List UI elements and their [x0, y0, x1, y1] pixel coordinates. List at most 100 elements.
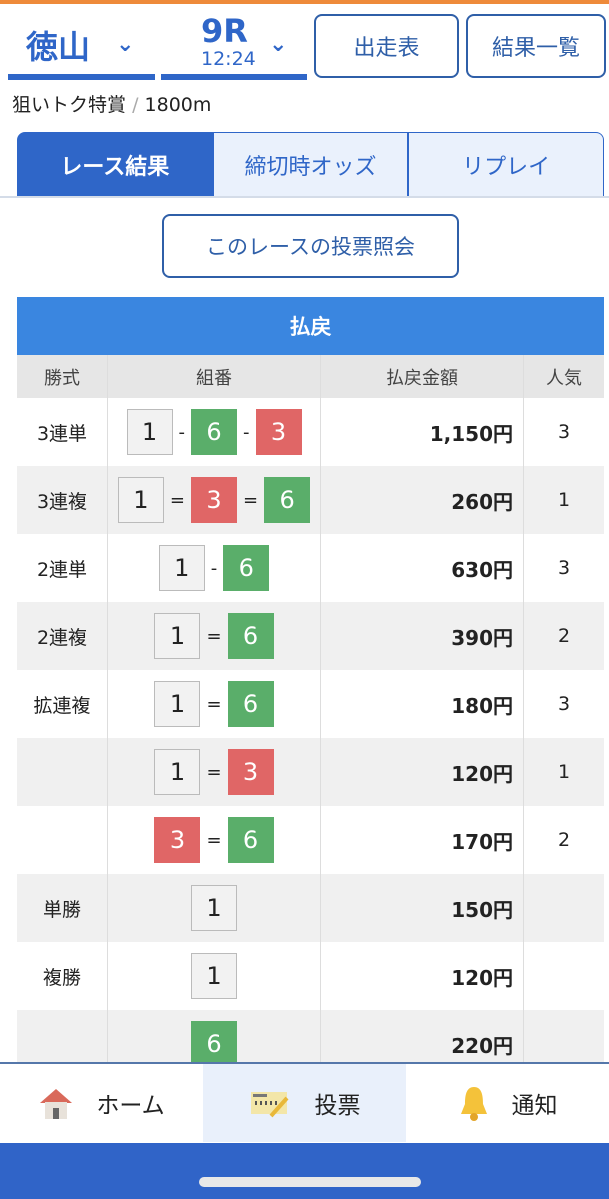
venue-selector[interactable]: 徳山 ⌄ [8, 10, 155, 80]
boat-number: 6 [227, 681, 274, 727]
popularity: 1 [557, 761, 571, 783]
table-row: 単勝 1 150円 [17, 874, 604, 942]
top-accent-bar [0, 0, 609, 4]
boat-number: 3 [191, 477, 237, 523]
combination: 1-6 [108, 534, 321, 602]
table-row: 1 = 3 120円 1 [17, 738, 604, 806]
boat-number: 3 [255, 409, 302, 455]
house-icon [40, 1089, 73, 1119]
combo-separator: = [243, 489, 259, 511]
boat-number: 6 [227, 613, 274, 659]
popularity [524, 874, 604, 942]
race-time: 12:24 [201, 48, 256, 70]
race-selector[interactable]: 9R 12:24 ⌄ [161, 10, 307, 80]
payout-amount: 1,150円 [321, 398, 524, 466]
nav-vote[interactable]: 投票 [203, 1064, 406, 1142]
boat-number: 1 [158, 545, 205, 591]
bet-type: 2連複 [17, 602, 108, 670]
bet-type: 単勝 [17, 874, 108, 942]
table-row: 2連複 1 = 6 390円 2 [17, 602, 604, 670]
combination: 6 [108, 1010, 321, 1078]
boat-number: 1 [154, 749, 201, 795]
popularity: 3 [557, 557, 571, 579]
combination: 1-6-3 [108, 398, 321, 466]
combination: 1 [108, 942, 321, 1010]
nav-notifications[interactable]: 通知 [406, 1064, 609, 1142]
boat-number: 6 [191, 409, 237, 455]
boat-number: 1 [126, 409, 173, 455]
combination: 1 = 6 [108, 602, 321, 670]
combo-separator: = [206, 625, 222, 647]
results-list-button[interactable]: 結果一覧 [466, 14, 606, 78]
payout-amount: 630円 [321, 534, 524, 602]
boat-number: 3 [227, 749, 274, 795]
home-indicator[interactable] [199, 1177, 421, 1187]
combo-separator: - [178, 421, 186, 443]
combination: 3 = 6 [108, 806, 321, 874]
bet-type: 複勝 [17, 942, 108, 1010]
popularity: 3 [557, 421, 571, 443]
boat-number: 6 [223, 545, 270, 591]
table-row: 2連単 1-6 630円 3 [17, 534, 604, 602]
boat-number: 1 [154, 613, 201, 659]
payout-amount: 220円 [321, 1010, 524, 1078]
table-row: 3連単 1-6-3 1,150円 3 [17, 398, 604, 466]
entries-button[interactable]: 出走表 [314, 14, 459, 78]
payout-amount: 170円 [321, 806, 524, 874]
table-header: 勝式 組番 払戻金額 人気 [17, 355, 604, 398]
bet-type [17, 1010, 108, 1078]
bet-type [17, 738, 108, 806]
popularity: 2 [557, 625, 571, 647]
table-row: 拡連複 1 = 6 180円 3 [17, 670, 604, 738]
race-distance: 1800m [144, 94, 212, 116]
combo-separator: = [206, 829, 222, 851]
boat-number: 1 [117, 477, 164, 523]
tab-replay[interactable]: リプレイ [408, 132, 605, 196]
payout-table: 払戻 勝式 組番 払戻金額 人気 3連単 1-6-3 1,150円 3 3連複 1… [17, 297, 604, 1078]
boat-number: 1 [154, 681, 201, 727]
tab-closing-odds[interactable]: 締切時オッズ [212, 132, 409, 196]
boat-number: 3 [154, 817, 201, 863]
bell-icon [460, 1087, 487, 1121]
combination: 1 [108, 874, 321, 942]
race-subtitle: 狙いトク特賞 / 1800m [12, 94, 212, 116]
payout-amount: 120円 [321, 942, 524, 1010]
race-number: 9R [201, 12, 248, 50]
combo-separator: = [206, 761, 222, 783]
bet-type: 2連単 [17, 534, 108, 602]
divider [0, 196, 609, 198]
popularity: 3 [557, 693, 571, 715]
boat-number: 1 [191, 953, 237, 999]
combo-separator: = [206, 693, 222, 715]
bet-type [17, 806, 108, 874]
combo-separator: - [210, 557, 218, 579]
race-name: 狙いトク特賞 [12, 94, 127, 116]
boat-number: 6 [264, 477, 311, 523]
combo-separator: = [169, 489, 185, 511]
chevron-down-icon: ⌄ [116, 32, 135, 57]
boat-number: 1 [191, 885, 237, 931]
payout-amount: 180円 [321, 670, 524, 738]
popularity [524, 942, 604, 1010]
bet-type: 拡連複 [17, 670, 108, 738]
venue-name: 徳山 [26, 28, 91, 66]
payout-amount: 390円 [321, 602, 524, 670]
table-row: 複勝 1 120円 [17, 942, 604, 1010]
table-row: 3 = 6 170円 2 [17, 806, 604, 874]
combination: 1 = 3 = 6 [108, 466, 321, 534]
nav-home[interactable]: ホーム [0, 1064, 203, 1142]
tab-race-result[interactable]: レース結果 [17, 132, 213, 196]
bet-type: 3連単 [17, 398, 108, 466]
boat-number: 6 [191, 1021, 237, 1067]
combination: 1 = 6 [108, 670, 321, 738]
chevron-down-icon: ⌄ [269, 32, 288, 57]
bet-type: 3連複 [17, 466, 108, 534]
vote-inquiry-button[interactable]: このレースの投票照会 [162, 214, 459, 278]
boat-number: 6 [227, 817, 274, 863]
payout-title: 払戻 [17, 297, 604, 355]
payout-amount: 120円 [321, 738, 524, 806]
popularity: 1 [557, 489, 571, 511]
combo-separator: - [243, 421, 250, 443]
popularity: 2 [557, 829, 571, 851]
payout-amount: 260円 [321, 466, 524, 534]
